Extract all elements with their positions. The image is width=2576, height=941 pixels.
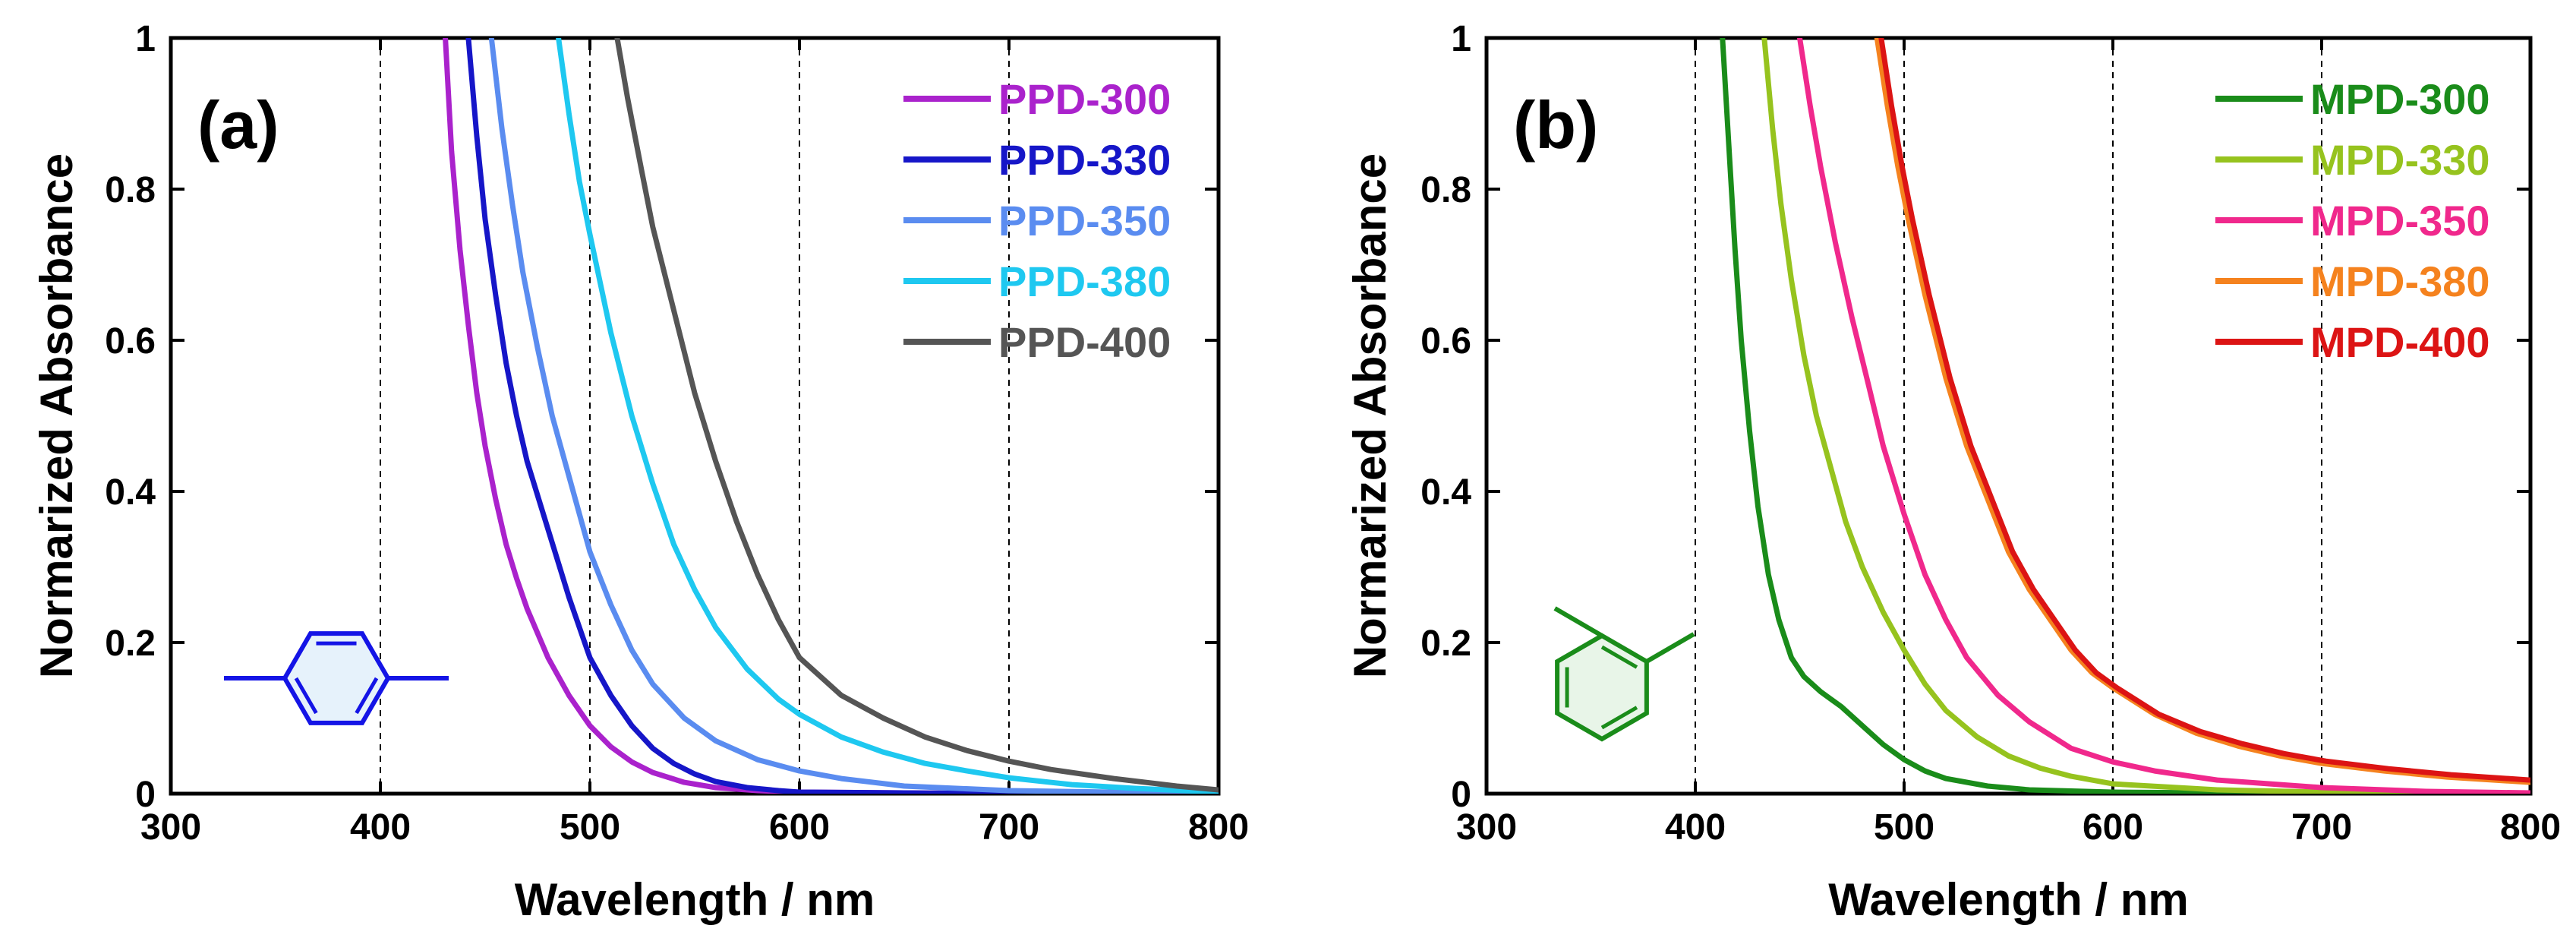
x-tick-label: 500 <box>1874 807 1934 848</box>
legend-label-ppd-330: PPD-330 <box>998 136 1171 184</box>
series-line-mpd-400 <box>1878 38 2530 783</box>
y-tick-label: 0.8 <box>105 170 156 210</box>
substituent-bond <box>1645 632 1695 664</box>
x-axis-title: Wavelength / nm <box>515 874 875 925</box>
legend-label-mpd-300: MPD-300 <box>2310 75 2490 123</box>
x-tick-label: 400 <box>350 807 411 848</box>
x-tick-label: 600 <box>2083 807 2143 848</box>
double-bond <box>294 677 318 715</box>
x-tick-label: 300 <box>1456 807 1517 848</box>
series-line-mpd-350 <box>1797 38 2530 794</box>
series-line-mpd-300 <box>1720 38 2530 794</box>
y-axis-title: Normarized Absorbance <box>1345 153 1395 678</box>
legend-label-ppd-400: PPD-400 <box>998 318 1171 366</box>
legend-label-mpd-380: MPD-380 <box>2310 257 2490 305</box>
double-bond <box>355 677 379 715</box>
legend-label-mpd-400: MPD-400 <box>2310 318 2490 366</box>
x-tick-label: 500 <box>560 807 620 848</box>
x-axis-title: Wavelength / nm <box>1828 874 2189 925</box>
y-tick-label: 0 <box>1451 775 1471 815</box>
y-tick-label: 0 <box>135 775 156 815</box>
y-tick-label: 0.4 <box>105 472 156 513</box>
y-tick-label: 1 <box>135 19 156 59</box>
y-tick-label: 0.6 <box>1420 321 1471 362</box>
legend-label-ppd-350: PPD-350 <box>998 197 1171 245</box>
x-tick-label: 400 <box>1665 807 1726 848</box>
y-tick-label: 0.6 <box>105 321 156 362</box>
panel-label: (a) <box>197 87 279 163</box>
y-tick-label: 1 <box>1451 19 1471 59</box>
legend-label-mpd-350: MPD-350 <box>2310 197 2490 245</box>
benzene-ring <box>282 631 391 725</box>
plot-frame <box>1484 36 2533 796</box>
series-line-mpd-380 <box>1874 38 2530 785</box>
x-tick-label: 700 <box>2291 807 2352 848</box>
x-tick-label: 600 <box>769 807 830 848</box>
x-tick-label: 300 <box>140 807 201 848</box>
double-bond <box>1600 706 1638 730</box>
para-benzene-icon <box>224 631 449 725</box>
chart-panel-b: 300 400 500 600 700 800 0 0.2 0.4 0.6 0.8 1 Waveleng… <box>1345 19 2561 925</box>
benzene-ring <box>1555 633 1649 742</box>
panel-label: (b) <box>1513 87 1598 163</box>
substituent-bond <box>1553 606 1603 638</box>
y-tick-label: 0.4 <box>1420 472 1471 513</box>
series-line-ppd-350 <box>488 38 1219 794</box>
legend-label-ppd-300: PPD-300 <box>998 75 1171 123</box>
legend-label-ppd-380: PPD-380 <box>998 257 1171 305</box>
x-tick-label: 800 <box>2500 807 2561 848</box>
x-tick-label: 800 <box>1188 807 1249 848</box>
double-bond <box>1600 645 1638 669</box>
series-line-ppd-380 <box>556 38 1219 794</box>
meta-benzene-icon <box>1553 606 1695 742</box>
y-tick-label: 0.8 <box>1420 170 1471 210</box>
y-tick-label: 0.2 <box>105 624 156 664</box>
plot-frame <box>169 36 1221 796</box>
x-tick-label: 700 <box>979 807 1039 848</box>
series-line-mpd-330 <box>1761 38 2530 794</box>
y-axis-title: Normarized Absorbance <box>31 153 82 678</box>
legend-label-mpd-330: MPD-330 <box>2310 136 2490 184</box>
series-line-ppd-330 <box>465 38 1219 794</box>
y-tick-label: 0.2 <box>1420 624 1471 664</box>
chart-panel-a: 300 400 500 600 700 800 0 0.2 0.4 0.6 0.8 1 Waveleng… <box>31 19 1249 925</box>
series-line-ppd-400 <box>614 38 1219 793</box>
